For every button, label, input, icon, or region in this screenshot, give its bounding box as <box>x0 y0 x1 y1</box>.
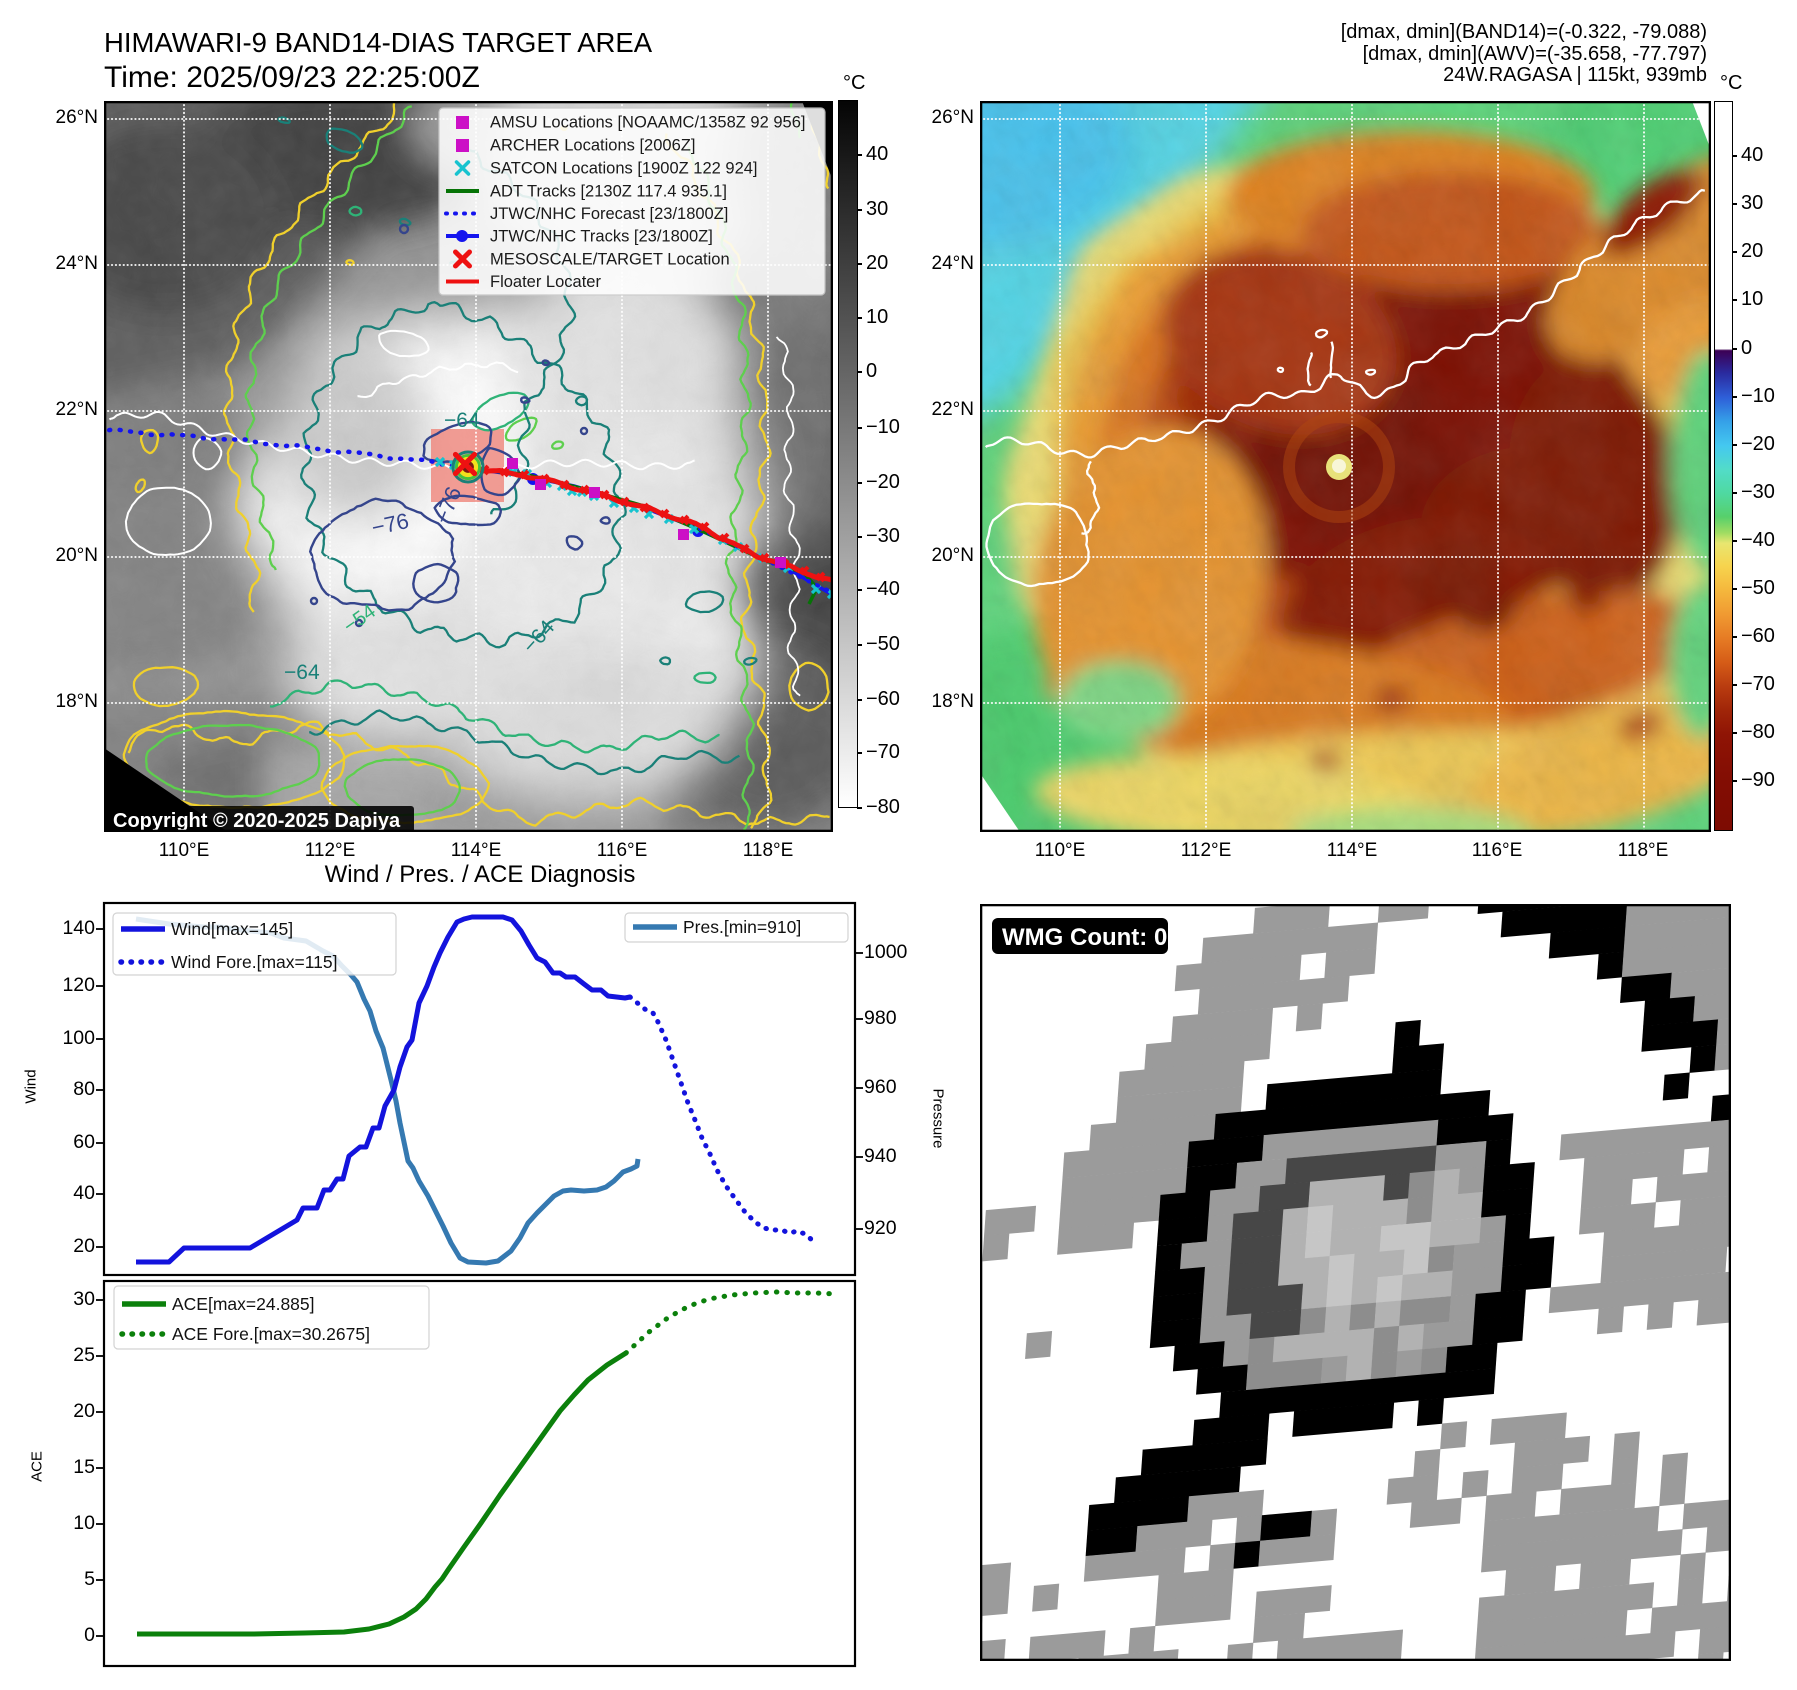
svg-text:JTWC/NHC Forecast [23/1800Z]: JTWC/NHC Forecast [23/1800Z] <box>490 205 728 223</box>
svg-text:MESOSCALE/TARGET Location: MESOSCALE/TARGET Location <box>490 251 730 269</box>
svg-text:ADT Tracks [2130Z 117.4 935.1]: ADT Tracks [2130Z 117.4 935.1] <box>490 183 727 201</box>
svg-text:WMG Count: 0: WMG Count: 0 <box>1002 924 1167 951</box>
svg-text:Wind Fore.[max=115]: Wind Fore.[max=115] <box>171 952 337 972</box>
svg-text:−64: −64 <box>284 661 320 684</box>
svg-text:−64: −64 <box>444 409 480 432</box>
svg-text:Floater Locater: Floater Locater <box>490 273 601 291</box>
svg-text:JTWC/NHC Tracks [23/1800Z]: JTWC/NHC Tracks [23/1800Z] <box>490 228 713 246</box>
svg-text:SATCON Locations [1900Z 122 92: SATCON Locations [1900Z 122 924] <box>490 160 758 178</box>
svg-text:ACE Fore.[max=30.2675]: ACE Fore.[max=30.2675] <box>172 1324 370 1344</box>
svg-text:ARCHER Locations [2006Z]: ARCHER Locations [2006Z] <box>490 137 695 155</box>
svg-text:Copyright © 2020-2025 Dapiya: Copyright © 2020-2025 Dapiya <box>113 810 401 832</box>
svg-text:Wind[max=145]: Wind[max=145] <box>171 919 293 939</box>
svg-text:ACE[max=24.885]: ACE[max=24.885] <box>172 1294 315 1314</box>
svg-text:Pres.[min=910]: Pres.[min=910] <box>683 917 801 937</box>
svg-text:AMSU Locations [NOAAMC/1358Z 9: AMSU Locations [NOAAMC/1358Z 92 956] <box>490 114 805 132</box>
